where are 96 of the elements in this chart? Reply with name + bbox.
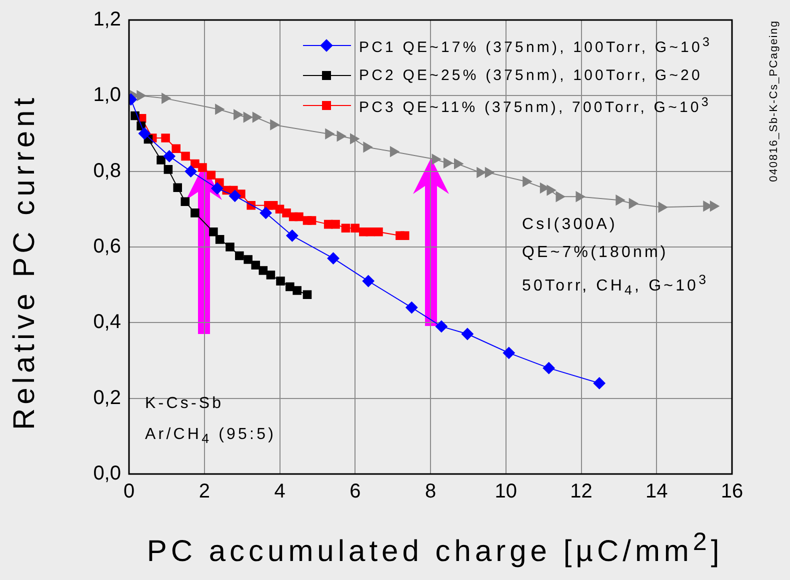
point: [616, 194, 625, 206]
point: [628, 198, 638, 209]
point: [161, 134, 170, 142]
y-tick-label: 0,0: [93, 462, 121, 485]
annotation: CsI(300A): [522, 216, 618, 234]
x-tick-label: 8: [424, 480, 436, 503]
x-tick-label: 2: [198, 480, 210, 503]
point: [461, 328, 474, 340]
point: [251, 260, 260, 270]
x-tick-label: 4: [274, 480, 286, 503]
point: [542, 362, 555, 374]
point: [546, 184, 556, 196]
point: [443, 158, 453, 168]
point: [211, 182, 224, 194]
point: [184, 165, 197, 178]
point: [710, 200, 720, 212]
point: [307, 216, 316, 225]
point: [258, 266, 268, 275]
point: [576, 191, 585, 202]
point: [215, 235, 224, 244]
point: [435, 320, 448, 332]
annotation: Ar/CH$_{4}$ (95:5): [145, 426, 276, 446]
point: [235, 251, 244, 260]
point: [172, 144, 180, 154]
annotation: K-Cs-Sb: [145, 395, 224, 413]
point: [206, 170, 216, 180]
point: [341, 224, 350, 232]
legend-label: PC1 QE~17% (375nm), 100Torr, G~10$^{3}$: [359, 34, 712, 56]
point: [556, 191, 566, 202]
point: [454, 158, 464, 170]
point: [593, 377, 606, 390]
point: [234, 109, 243, 120]
point: [162, 93, 171, 104]
x-tick-label: 6: [350, 480, 361, 503]
point: [476, 167, 486, 178]
point: [209, 227, 218, 236]
point: [266, 270, 276, 280]
point: [181, 152, 190, 161]
y-tick-label: 0,4: [93, 311, 121, 334]
point: [366, 227, 375, 236]
y-tick-label: 1,2: [93, 8, 121, 31]
point: [325, 128, 334, 140]
x-tick-label: 10: [494, 480, 517, 503]
point: [400, 231, 410, 240]
point: [362, 275, 374, 288]
point: [226, 242, 234, 252]
y-tick-label: 0,8: [93, 160, 121, 182]
legend-label: PC2 QE~25% (375nm), 100Torr, G~20: [359, 66, 702, 84]
y-tick-label: 0,2: [93, 386, 121, 409]
point: [658, 202, 668, 213]
point: [180, 197, 190, 206]
x-tick-label: 16: [720, 480, 744, 503]
legend-label: PC3 QE~11% (375nm), 700Torr, G~10$^{3}$: [359, 94, 711, 116]
text: 040816_Sb-K-Cs_PCageing: [768, 20, 780, 182]
y-tick-label: 1,0: [93, 84, 121, 106]
point: [244, 255, 252, 264]
point: [136, 90, 146, 101]
annotation: QE~7%(180nm): [522, 244, 668, 262]
point: [302, 290, 312, 300]
point: [260, 206, 272, 219]
point: [331, 220, 340, 229]
x-tick-label: 0: [123, 480, 135, 503]
point: [156, 156, 166, 164]
y-axis-title: Relative PC current: [8, 94, 42, 430]
point: [163, 150, 176, 162]
point: [294, 212, 304, 222]
point: [522, 176, 532, 187]
point: [228, 190, 241, 202]
point: [286, 230, 298, 242]
point: [502, 346, 515, 359]
point: [270, 120, 280, 130]
y-tick-label: 0,6: [93, 236, 121, 258]
point: [138, 128, 150, 140]
point: [252, 112, 262, 122]
point: [363, 142, 372, 152]
point: [350, 224, 360, 232]
point: [484, 167, 494, 178]
point: [432, 154, 442, 164]
point: [190, 208, 200, 218]
point: [173, 183, 182, 192]
point: [336, 130, 346, 142]
point: [276, 276, 285, 286]
point: [350, 134, 360, 144]
point: [215, 104, 224, 115]
point: [292, 286, 302, 295]
annotation: 50Torr, CH$_{4}$, G~10$^{3}$: [522, 272, 709, 298]
x-axis-title: PC accumulated charge [µC/mm$^{2}$]: [146, 528, 724, 569]
point: [198, 163, 207, 172]
point: [327, 252, 340, 264]
point: [374, 227, 383, 236]
point: [164, 165, 173, 174]
point: [390, 146, 400, 157]
point: [406, 302, 418, 314]
x-tick-label: 14: [646, 480, 668, 503]
x-tick-label: 12: [570, 480, 592, 503]
point: [243, 112, 253, 122]
